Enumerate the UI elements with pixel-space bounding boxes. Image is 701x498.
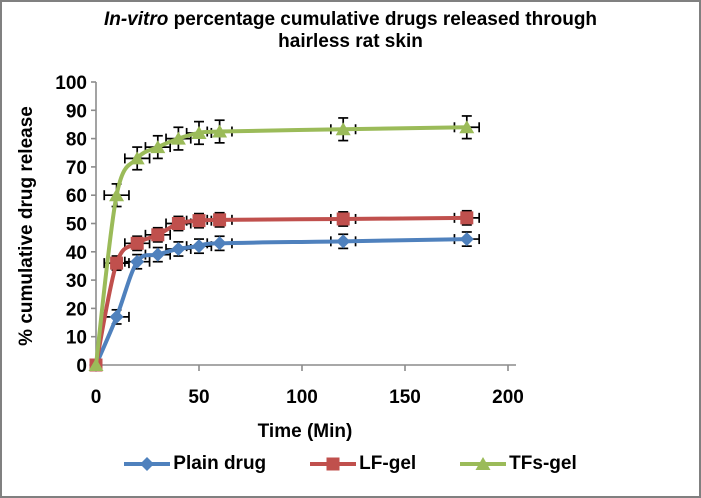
svg-text:100: 100: [286, 387, 318, 408]
chart-title-italic: In-vitro: [103, 9, 169, 30]
svg-text:0: 0: [76, 356, 87, 377]
svg-text:30: 30: [66, 271, 87, 292]
axes: 0 10 20 30 40 50 60 70 80 90 100 0 50 100 150 200: [55, 73, 524, 408]
chart-title: In-vitro percentage cumulative drugs rel…: [2, 9, 699, 53]
svg-text:60: 60: [66, 186, 87, 207]
svg-text:70: 70: [66, 158, 87, 179]
chart-title-line2: hairless rat skin: [278, 31, 423, 52]
svg-text:200: 200: [492, 387, 524, 408]
tfs-gel-triangle-marker-icon: [460, 454, 507, 474]
x-axis-title: Time (Min): [257, 421, 353, 442]
legend-item-tfs-gel: TFs-gel: [460, 453, 577, 475]
svg-text:10: 10: [66, 328, 87, 349]
plain-drug-diamond-marker-icon: [124, 454, 171, 474]
svg-text:50: 50: [188, 387, 209, 408]
series-plain-drug: [89, 231, 481, 372]
svg-text:100: 100: [55, 73, 87, 94]
lf-gel-square-marker-icon: [310, 454, 357, 474]
svg-text:150: 150: [389, 387, 421, 408]
legend: Plain drug LF-gel TFs-gel: [2, 453, 699, 475]
svg-text:20: 20: [66, 299, 87, 320]
svg-text:80: 80: [66, 130, 87, 151]
legend-label-tfs-gel: TFs-gel: [509, 453, 577, 474]
series-tfs-gel: [88, 115, 481, 371]
legend-item-lf-gel: LF-gel: [310, 453, 416, 475]
svg-text:0: 0: [91, 387, 102, 408]
svg-text:50: 50: [66, 215, 87, 236]
svg-text:90: 90: [66, 101, 87, 122]
legend-label-lf-gel: LF-gel: [359, 453, 417, 474]
legend-item-plain-drug: Plain drug: [124, 453, 266, 475]
legend-label-plain-drug: Plain drug: [173, 453, 267, 474]
svg-text:40: 40: [66, 243, 87, 264]
series-lf-gel: [89, 209, 481, 372]
y-axis-title: % cumulative drug release: [16, 106, 37, 346]
chart-title-rest: percentage cumulative drugs released thr…: [168, 9, 598, 30]
